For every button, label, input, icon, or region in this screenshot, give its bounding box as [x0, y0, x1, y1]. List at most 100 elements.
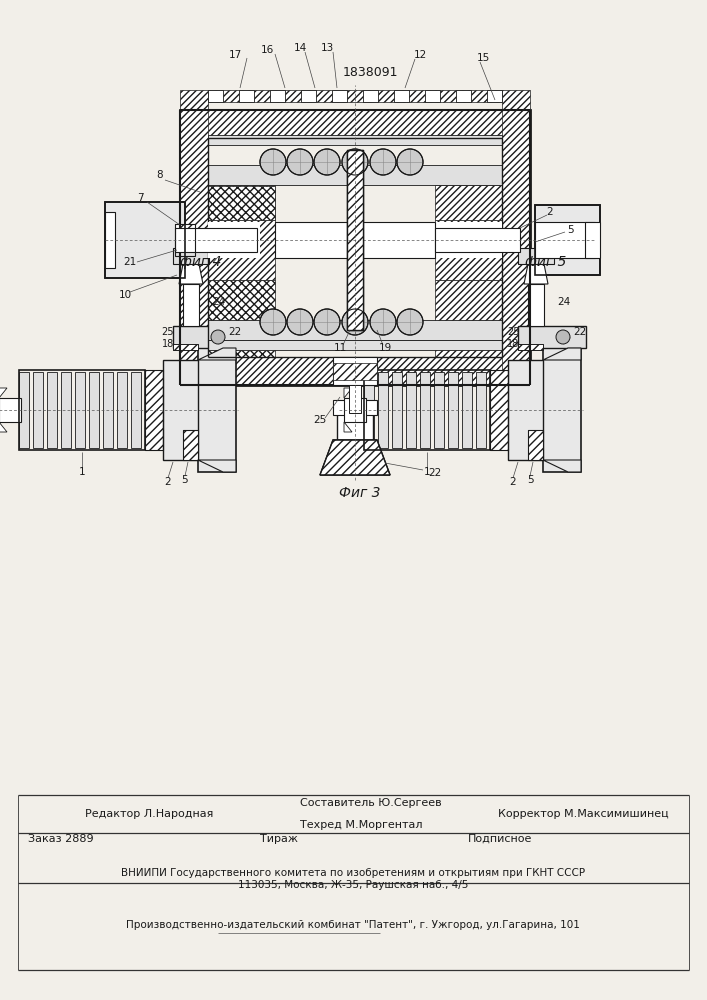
- Bar: [462, 372, 472, 448]
- Text: Подписное: Подписное: [468, 834, 532, 844]
- Circle shape: [370, 309, 396, 335]
- Bar: [476, 372, 486, 448]
- Circle shape: [314, 309, 340, 335]
- Bar: [528, 284, 544, 326]
- Bar: [33, 372, 43, 448]
- Text: 14: 14: [293, 43, 307, 53]
- Circle shape: [211, 330, 225, 344]
- Polygon shape: [175, 224, 195, 256]
- Polygon shape: [425, 90, 440, 102]
- Text: 8: 8: [157, 170, 163, 180]
- Bar: [508, 360, 543, 460]
- Bar: [406, 372, 416, 448]
- Polygon shape: [208, 186, 275, 220]
- Bar: [105, 202, 185, 278]
- Bar: [117, 372, 127, 448]
- Text: 1838091: 1838091: [342, 66, 398, 79]
- Bar: [420, 372, 430, 448]
- Bar: [105, 202, 185, 278]
- Text: 13: 13: [320, 43, 334, 53]
- Text: 22: 22: [228, 327, 242, 337]
- Bar: [208, 135, 502, 145]
- Polygon shape: [208, 220, 275, 280]
- Bar: [543, 348, 581, 472]
- Bar: [349, 385, 361, 413]
- Polygon shape: [180, 357, 530, 385]
- Bar: [448, 372, 458, 448]
- Circle shape: [287, 149, 313, 175]
- Text: Техред М.Моргентал: Техред М.Моргентал: [300, 820, 423, 830]
- Circle shape: [260, 309, 286, 335]
- Polygon shape: [344, 388, 352, 398]
- Polygon shape: [208, 90, 223, 102]
- Text: 25: 25: [162, 327, 174, 337]
- Bar: [89, 372, 99, 448]
- Bar: [333, 357, 377, 385]
- Bar: [19, 370, 145, 450]
- Text: Составитель Ю.Сергеев: Составитель Ю.Сергеев: [300, 798, 442, 808]
- Bar: [344, 398, 366, 422]
- Text: 25: 25: [507, 327, 519, 337]
- Polygon shape: [208, 185, 275, 220]
- Bar: [490, 370, 508, 450]
- Bar: [208, 165, 502, 185]
- Polygon shape: [180, 110, 530, 138]
- Text: 19: 19: [378, 343, 392, 353]
- Bar: [75, 372, 85, 448]
- Polygon shape: [198, 460, 236, 472]
- Text: Фиг 3: Фиг 3: [339, 486, 381, 500]
- Polygon shape: [543, 460, 581, 472]
- Circle shape: [314, 149, 340, 175]
- Bar: [535, 205, 600, 275]
- Bar: [434, 372, 444, 448]
- Polygon shape: [502, 90, 530, 110]
- Text: 16: 16: [260, 45, 274, 55]
- Circle shape: [342, 149, 368, 175]
- Bar: [435, 228, 520, 252]
- Text: 2: 2: [165, 477, 171, 487]
- Circle shape: [260, 149, 286, 175]
- Bar: [145, 370, 163, 450]
- Text: 24: 24: [212, 297, 226, 307]
- Bar: [333, 400, 377, 415]
- Bar: [183, 284, 199, 326]
- Polygon shape: [543, 348, 581, 360]
- Bar: [183, 430, 198, 460]
- Bar: [105, 212, 115, 268]
- Bar: [435, 222, 502, 258]
- Bar: [173, 344, 198, 350]
- Circle shape: [342, 309, 368, 335]
- Text: 22: 22: [573, 327, 587, 337]
- Bar: [0, 398, 21, 422]
- Text: 2: 2: [547, 207, 554, 217]
- Polygon shape: [435, 220, 502, 280]
- Bar: [275, 222, 435, 258]
- Bar: [528, 430, 543, 460]
- Bar: [175, 224, 195, 256]
- Bar: [378, 372, 388, 448]
- Bar: [173, 344, 198, 350]
- Polygon shape: [347, 150, 363, 330]
- Bar: [347, 150, 363, 330]
- Polygon shape: [180, 110, 208, 385]
- Polygon shape: [518, 248, 554, 264]
- Bar: [518, 326, 586, 348]
- Bar: [337, 412, 373, 440]
- Bar: [103, 372, 113, 448]
- Bar: [585, 222, 600, 258]
- Bar: [208, 222, 260, 258]
- Text: Производственно-издательский комбинат "Патент", г. Ужгород, ул.Гагарина, 101: Производственно-издательский комбинат "П…: [126, 920, 580, 930]
- Polygon shape: [435, 185, 502, 220]
- Bar: [528, 430, 543, 460]
- Text: 25: 25: [313, 415, 327, 425]
- Polygon shape: [394, 90, 409, 102]
- Polygon shape: [320, 440, 390, 475]
- Bar: [208, 320, 502, 340]
- Polygon shape: [180, 90, 208, 110]
- Circle shape: [397, 149, 423, 175]
- Polygon shape: [435, 280, 502, 357]
- Text: 5: 5: [527, 475, 533, 485]
- Polygon shape: [333, 363, 377, 380]
- Polygon shape: [320, 440, 390, 475]
- Bar: [518, 344, 543, 350]
